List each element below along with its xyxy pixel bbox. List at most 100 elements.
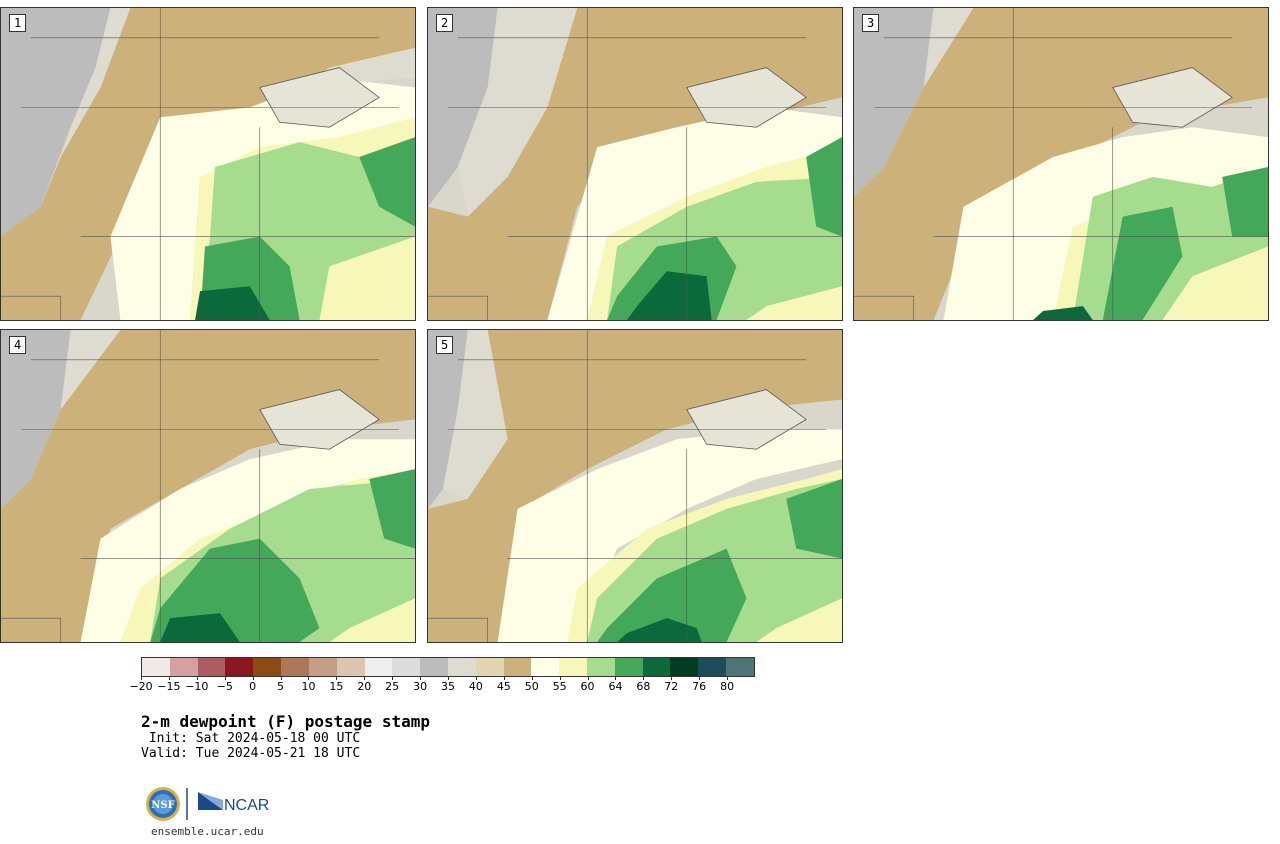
nsf-logo: NSF: [146, 787, 180, 821]
colorbar-tickmark: [448, 677, 449, 680]
colorbar-tickmark: [699, 677, 701, 680]
logo-area: NSF NCAR: [145, 785, 275, 825]
lake-superior: [259, 389, 380, 450]
state-boundary: [1, 295, 62, 320]
colorbar-tickmark: [559, 677, 561, 680]
colorbar-tickmark: [643, 677, 645, 680]
colorbar-tick-label: 60: [580, 680, 595, 693]
dewpoint-region: [1222, 166, 1268, 237]
colorbar-swatch: [726, 658, 754, 676]
colorbar-tickmark: [531, 677, 533, 680]
map-panel-5: 5: [427, 329, 843, 643]
dewpoint-region: [547, 107, 842, 320]
colorbar-swatch: [142, 658, 170, 676]
dewpoint-region: [786, 479, 842, 559]
lake-superior: [259, 67, 380, 128]
colorbar-swatch: [559, 658, 587, 676]
colorbar-tickmark: [671, 677, 673, 680]
colorbar-tick-label: −20: [129, 680, 153, 693]
state-boundary: [854, 295, 915, 320]
colorbar-tickmark: [196, 677, 198, 680]
colorbar-tick-label: 20: [357, 680, 372, 693]
colorbar-tick-label: 30: [413, 680, 428, 693]
ncar-logo: NCAR: [198, 792, 269, 814]
valid-time: Valid: Tue 2024-05-21 18 UTC: [141, 746, 361, 761]
colorbar-tickmark: [727, 677, 729, 680]
nsf-ncar-logo: NSF NCAR: [146, 787, 269, 821]
dewpoint-region: [359, 137, 415, 227]
colorbar-tick-label: 40: [468, 680, 483, 693]
state-boundary: [1, 617, 62, 642]
dewpoint-region: [597, 548, 747, 642]
dewpoint-region: [428, 330, 468, 509]
colorbar-tickmark: [392, 677, 394, 680]
colorbar-swatch: [253, 658, 282, 676]
colorbar-swatch: [642, 658, 671, 676]
dewpoint-map: [1, 330, 415, 642]
colorbar-tick-label: 80: [720, 680, 735, 693]
dewpoint-region: [369, 469, 415, 549]
dewpoint-region: [1, 8, 415, 320]
colorbar-tick-label: 25: [385, 680, 400, 693]
dewpoint-region: [1, 8, 111, 237]
dewpoint-map: [1, 8, 415, 320]
colorbar-swatch: [364, 658, 393, 676]
colorbar-tickmark: [503, 677, 505, 680]
colorbar-tick-label: 35: [441, 680, 455, 693]
map-panel-2: 2: [427, 7, 843, 321]
dewpoint-region: [1, 330, 71, 509]
plot-title: 2-m dewpoint (F) postage stamp: [141, 712, 430, 731]
colorbar-tickmark: [420, 677, 422, 680]
colorbar-tick-label: 76: [692, 680, 707, 693]
panel-number: 1: [9, 14, 27, 32]
state-boundary: [428, 295, 489, 320]
colorbar-tickmark: [475, 677, 477, 680]
colorbar-tick-label: −15: [157, 680, 181, 693]
colorbar-swatch: [308, 658, 337, 676]
colorbar-tick-label: 50: [524, 680, 539, 693]
lake-superior: [686, 67, 807, 128]
colorbar-swatch: [503, 658, 532, 676]
colorbar-swatch: [392, 658, 421, 676]
map-panel-1: 1: [0, 7, 416, 321]
dewpoint-region: [854, 8, 934, 197]
colorbar-tickmark: [308, 677, 310, 680]
nsf-logo-text: NSF: [151, 800, 174, 811]
colorbar-swatch: [281, 658, 309, 676]
ncar-logo-text: NCAR: [224, 797, 269, 814]
colorbar-swatch: [614, 658, 643, 676]
init-time: Init: Sat 2024-05-18 00 UTC: [141, 731, 361, 746]
dewpoint-region: [160, 613, 240, 642]
dewpoint-region: [806, 137, 842, 237]
site-url: ensemble.ucar.edu: [151, 825, 264, 838]
colorbar-swatch: [420, 658, 448, 676]
colorbar-tick-label: 0: [249, 680, 257, 693]
colorbar-tickmark: [252, 677, 254, 680]
colorbar-tickmark: [615, 677, 617, 680]
colorbar-tickmark: [141, 677, 142, 680]
dewpoint-region: [1033, 306, 1093, 320]
map-panel-4: 4: [0, 329, 416, 643]
colorbar-tick-label: 72: [664, 680, 679, 693]
colorbar-tick-label: −5: [216, 680, 233, 693]
colorbar-tick-label: 5: [277, 680, 285, 693]
colorbar-ticks: −20 −15 −10 −5 0 5 10 15 20 25 30 35 40 45 50 55 60 64 68 7…: [129, 677, 755, 694]
colorbar-tick-label: 55: [552, 680, 567, 693]
colorbar-tick-label: 64: [608, 680, 623, 693]
colorbar-swatch: [475, 658, 504, 676]
dewpoint-map: [428, 330, 842, 642]
colorbar-swatch: [531, 658, 560, 676]
panel-number: 4: [9, 336, 27, 354]
colorbar-tickmark: [587, 677, 589, 680]
panel-number: 3: [862, 14, 880, 32]
lake-superior: [686, 389, 807, 450]
colorbar-tickmark: [280, 677, 282, 680]
dewpoint-colorbar: [141, 657, 755, 677]
colorbar-tick-label: −10: [185, 680, 209, 693]
colorbar-swatch: [197, 658, 226, 676]
colorbar-swatch: [336, 658, 365, 676]
colorbar-tickmark: [168, 677, 170, 680]
dewpoint-region: [627, 271, 712, 320]
colorbar-tick-label: 15: [329, 680, 344, 693]
colorbar-tick-label: 10: [301, 680, 316, 693]
